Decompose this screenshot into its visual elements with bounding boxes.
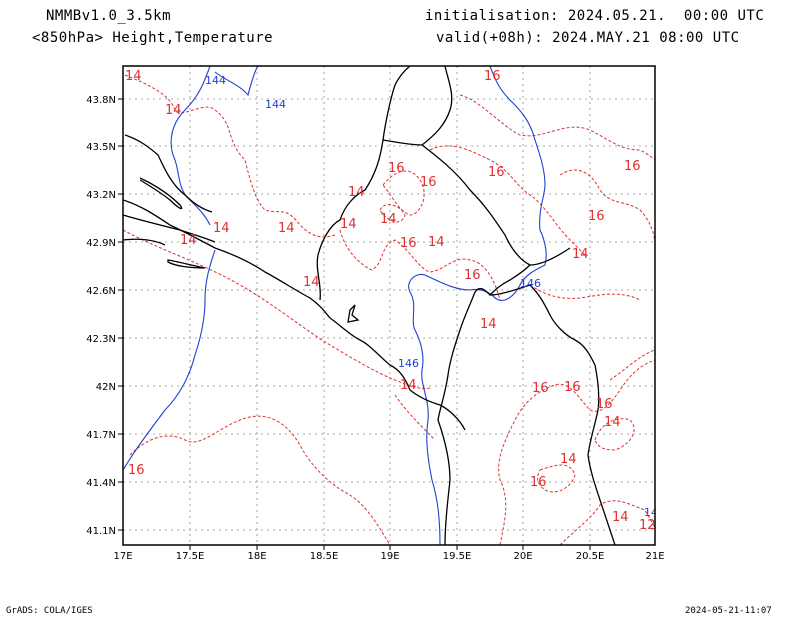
x-tick-label: 20.5E [576,551,605,562]
y-tick-label: 41.7N [86,430,116,441]
temp-label: 14 [380,212,397,227]
height-label: 14 [644,506,658,519]
temp-label: 14 [278,221,295,236]
y-tick-label: 43.8N [86,95,116,106]
temp-label: 14 [560,452,577,467]
init-time: initialisation: 2024.05.21. 00:00 UTC [425,8,765,24]
x-tick-label: 19.5E [443,551,472,562]
temp-label: 16 [484,69,501,84]
temp-label: 14 [303,275,320,290]
temp-label: 14 [604,415,621,430]
temp-label: 14 [612,510,629,525]
y-tick-label: 43.5N [86,142,116,153]
temp-label: 16 [596,397,613,412]
temp-label: 14 [340,217,357,232]
temp-label: 14 [180,233,197,248]
y-tick-label: 42.9N [86,238,116,249]
plot-frame [122,65,656,546]
height-label: 144 [265,98,286,111]
x-tick-label: 17.5E [176,551,205,562]
fields-title: <850hPa> Height,Temperature [32,30,274,46]
temp-label: 14 [165,103,182,118]
temp-label: 16 [588,209,605,224]
valid-time: valid(+08h): 2024.MAY.21 08:00 UTC [436,30,740,46]
temp-label: 16 [624,159,641,174]
model-title: NMMBv1.0_3.5km [46,8,172,24]
temp-label: 14 [480,317,497,332]
y-tick-label: 42N [96,382,116,393]
height-label: 146 [520,277,541,290]
temp-label: 14 [400,378,417,393]
temp-label: 14 [213,221,230,236]
grid-lines [123,66,655,545]
y-tick-label: 42.3N [86,334,116,345]
temp-label: 16 [564,380,581,395]
temperature-contours [123,74,655,545]
temp-label: 14 [428,235,445,250]
y-tick-label: 41.4N [86,478,116,489]
height-label: 146 [398,357,419,370]
x-tick-label: 21E [645,551,664,562]
x-tick-label: 18.5E [310,551,339,562]
x-axis-labels: 17E 17.5E 18E 18.5E 19E 19.5E 20E 20.5E … [113,551,664,562]
temp-label: 14 [348,185,365,200]
temp-label: 16 [388,161,405,176]
coastlines [123,66,616,545]
x-tick-label: 17E [113,551,132,562]
temperature-labels: 14 14 16 14 14 14 14 16 16 14 14 16 14 1… [125,69,656,533]
height-label: 144 [205,74,226,87]
temp-label: 12 [639,518,656,533]
temp-label: 16 [532,381,549,396]
temp-label: 16 [464,268,481,283]
height-labels: 144 144 146 146 14 [205,74,658,519]
temp-label: 16 [530,475,547,490]
x-tick-label: 20E [513,551,532,562]
y-tick-label: 43.2N [86,190,116,201]
temp-label: 16 [400,236,417,251]
x-tick-label: 18E [247,551,266,562]
temp-label: 14 [125,69,142,84]
height-contours [123,66,547,545]
x-tick-label: 19E [380,551,399,562]
temp-label: 16 [488,165,505,180]
tick-marks [118,98,591,550]
y-axis-labels: 43.8N 43.5N 43.2N 42.9N 42.6N 42.3N 42N … [86,95,116,537]
temp-label: 14 [572,247,589,262]
y-tick-label: 41.1N [86,526,116,537]
render-timestamp: 2024-05-21-11:07 [685,606,772,616]
grads-credit: GrADS: COLA/IGES [6,606,93,616]
temp-label: 16 [420,175,437,190]
y-tick-label: 42.6N [86,286,116,297]
temp-label: 16 [128,463,145,478]
